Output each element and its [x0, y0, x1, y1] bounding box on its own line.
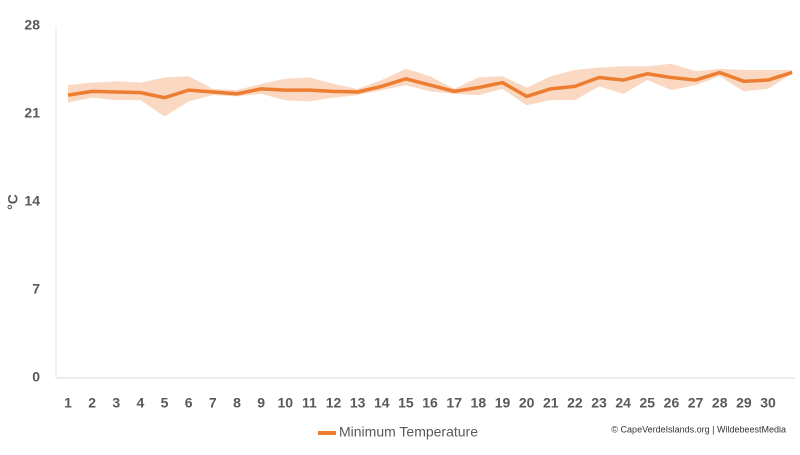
x-tick-label: 7	[209, 395, 217, 411]
x-tick-label: 16	[422, 395, 438, 411]
x-tick-label: 22	[567, 395, 583, 411]
y-axis-label: °C	[5, 194, 21, 210]
series-line	[67, 70, 793, 100]
x-tick-label: 20	[519, 395, 535, 411]
x-tick-label: 13	[350, 395, 366, 411]
x-tick-label: 25	[640, 395, 656, 411]
legend-label: Minimum Temperature	[339, 424, 478, 440]
range-band	[68, 63, 793, 117]
x-tick-label: 15	[398, 395, 414, 411]
x-tick-label: 11	[302, 395, 317, 411]
y-tick-label: 21	[24, 105, 40, 121]
y-tick-label: 28	[24, 17, 40, 33]
x-tick-label: 18	[471, 395, 487, 411]
x-tick-label: 3	[112, 395, 120, 411]
x-tick-label: 8	[233, 395, 241, 411]
y-tick-label: 7	[32, 281, 40, 297]
x-tick-label: 14	[374, 395, 390, 411]
credit: © CapeVerdeIslands.org | WildebeestMedia	[611, 424, 786, 434]
y-tick-label: 14	[24, 193, 40, 209]
x-tick-label: 29	[736, 395, 752, 411]
x-tick-label: 19	[495, 395, 511, 411]
x-tick-label: 24	[615, 395, 631, 411]
y-tick-label: 0	[32, 369, 40, 385]
x-tick-label: 5	[161, 395, 169, 411]
x-tick-label: 2	[88, 395, 96, 411]
x-tick-label: 9	[257, 395, 265, 411]
x-tick-label: 10	[277, 395, 293, 411]
x-tick-label: 30	[760, 395, 776, 411]
x-tick-label: 1	[64, 395, 72, 411]
x-tick-label: 21	[543, 395, 559, 411]
x-tick-label: 28	[712, 395, 728, 411]
x-tick-label: 12	[326, 395, 342, 411]
x-tick-label: 6	[185, 395, 193, 411]
x-tick-label: 17	[446, 395, 462, 411]
x-tick-label: 4	[137, 395, 145, 411]
x-tick-label: 26	[664, 395, 680, 411]
x-tick-label: 23	[591, 395, 607, 411]
x-tick-label: 27	[688, 395, 704, 411]
